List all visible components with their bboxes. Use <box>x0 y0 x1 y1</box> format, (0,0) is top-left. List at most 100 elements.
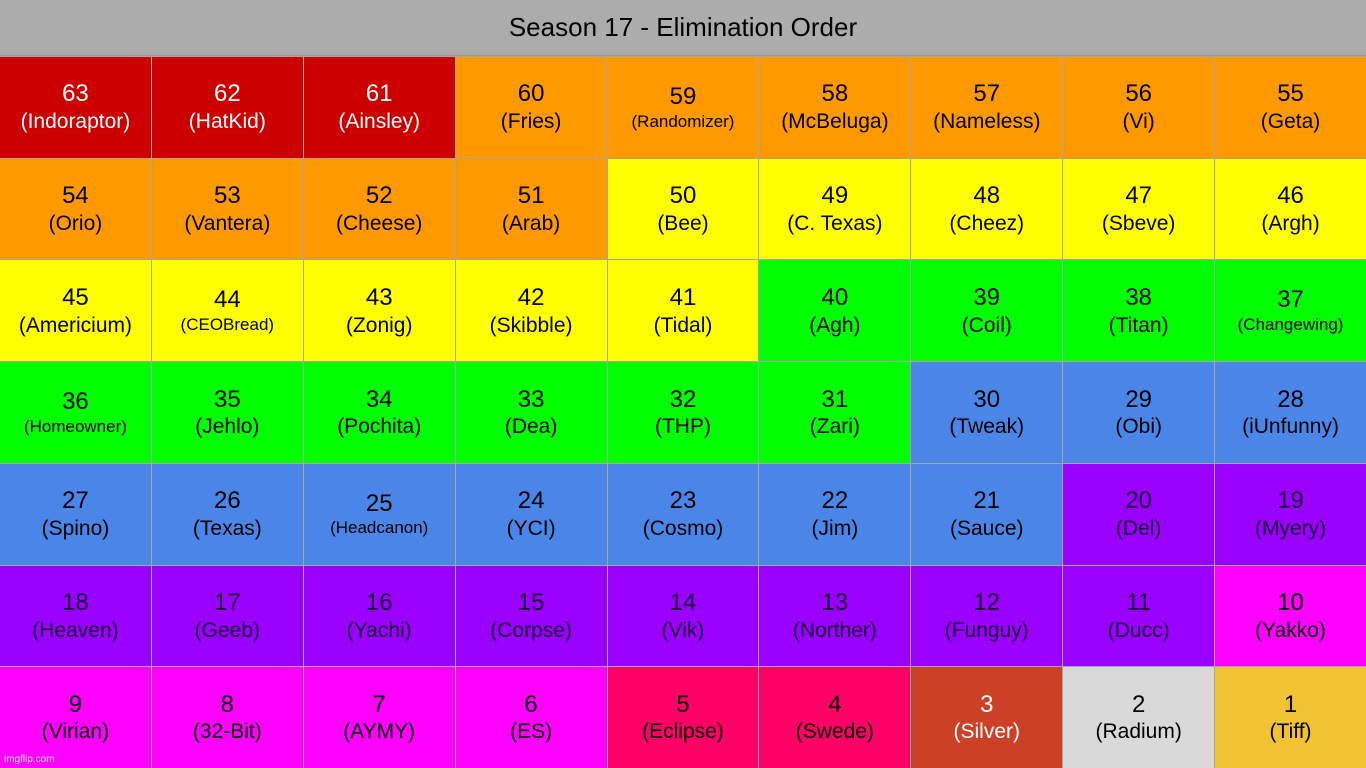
contestant-cell: 35 (Jehlo) <box>151 362 303 463</box>
contestant-name: (Yakko) <box>1255 618 1326 642</box>
contestant-cell: 14 (Vik) <box>607 565 759 667</box>
elimination-rank: 34 <box>365 385 393 413</box>
elimination-rank: 47 <box>1125 182 1153 210</box>
elimination-rank: 11 <box>1126 588 1152 616</box>
contestant-cell: 9 (Virian) <box>0 667 151 768</box>
elimination-rank: 33 <box>517 385 545 413</box>
contestant-cell: 7 (AYMY) <box>303 667 455 768</box>
contestant-name: (Cheez) <box>949 211 1025 235</box>
elimination-rank: 39 <box>973 283 1001 311</box>
contestant-name: (Geeb) <box>194 618 260 642</box>
elimination-rank: 18 <box>62 588 89 616</box>
contestant-name: (Eclipse) <box>642 720 724 744</box>
contestant-cell: 15 (Corpse) <box>455 565 607 667</box>
contestant-name: (Norther) <box>792 618 877 642</box>
contestant-name: (Americium) <box>18 313 133 337</box>
contestant-name: (Texas) <box>192 517 262 540</box>
elimination-rank: 5 <box>676 690 690 718</box>
elimination-rank: 24 <box>517 487 545 515</box>
elimination-rank: 42 <box>517 283 545 311</box>
elimination-rank: 54 <box>62 182 89 210</box>
contestant-cell: 36 (Homeowner) <box>0 362 151 463</box>
contestant-name: (Sauce) <box>950 517 1024 540</box>
contestant-cell: 21 (Sauce) <box>911 463 1063 565</box>
contestant-cell: 2 (Radium) <box>1063 667 1215 768</box>
contestant-cell: 20 (Del) <box>1063 463 1215 565</box>
contestant-name: (Ducc) <box>1107 618 1170 642</box>
elimination-rank: 55 <box>1277 80 1304 108</box>
contestant-cell: 42 (Skibble) <box>455 260 607 362</box>
contestant-name: (Tiff) <box>1269 720 1312 744</box>
contestant-cell: 27 (Spino) <box>0 463 151 565</box>
elimination-rank: 57 <box>973 80 1001 108</box>
contestant-cell: 33 (Dea) <box>455 362 607 463</box>
contestant-cell: 28 (iUnfunny) <box>1215 362 1366 463</box>
contestant-cell: 45 (Americium) <box>0 260 151 362</box>
contestant-name: (Pochita) <box>337 415 422 439</box>
elimination-rank: 26 <box>213 487 241 515</box>
contestant-name: (Funguy) <box>944 618 1029 642</box>
contestant-name: (Agh) <box>809 313 861 337</box>
contestant-cell: 50 (Bee) <box>607 158 759 260</box>
contestant-name: (THP) <box>654 415 711 439</box>
elimination-rank: 35 <box>213 385 241 413</box>
contestant-cell: 11 (Ducc) <box>1063 565 1215 667</box>
contestant-cell: 43 (Zonig) <box>303 260 455 362</box>
elimination-rank: 1 <box>1283 690 1298 718</box>
elimination-rank: 7 <box>372 690 386 718</box>
contestant-name: (Jim) <box>811 517 859 540</box>
contestant-cell: 38 (Titan) <box>1063 260 1215 362</box>
contestant-cell: 16 (Yachi) <box>303 565 455 667</box>
elimination-rank: 37 <box>1277 286 1304 314</box>
contestant-name: (Jehlo) <box>195 415 260 439</box>
elimination-rank: 25 <box>365 489 393 517</box>
elimination-rank: 44 <box>213 286 241 314</box>
contestant-cell: 29 (Obi) <box>1063 362 1215 463</box>
contestant-cell: 59 (Randomizer) <box>607 57 759 158</box>
contestant-name: (Changewing) <box>1237 314 1344 334</box>
contestant-cell: 4 (Swede) <box>759 667 911 768</box>
elimination-rank: 62 <box>213 80 241 108</box>
contestant-cell: 25 (Headcanon) <box>303 463 455 565</box>
contestant-cell: 32 (THP) <box>607 362 759 463</box>
contestant-cell: 39 (Coil) <box>911 260 1063 362</box>
contestant-cell: 40 (Agh) <box>759 260 911 362</box>
elimination-rank: 20 <box>1125 487 1153 515</box>
contestant-name: (Skibble) <box>489 313 573 337</box>
elimination-rank: 8 <box>220 690 234 718</box>
elimination-rank: 31 <box>821 385 849 413</box>
elimination-rank: 6 <box>524 690 538 718</box>
elimination-rank: 17 <box>213 588 241 616</box>
contestant-name: (Arab) <box>501 211 561 235</box>
elimination-rank: 32 <box>669 385 697 413</box>
contestant-name: (Heaven) <box>32 618 119 642</box>
contestant-cell: 48 (Cheez) <box>911 158 1063 260</box>
contestant-cell: 55 (Geta) <box>1215 57 1366 158</box>
contestant-name: (Bee) <box>657 211 709 235</box>
contestant-cell: 22 (Jim) <box>759 463 911 565</box>
contestant-cell: 6 (ES) <box>455 667 607 768</box>
elimination-rank: 28 <box>1277 385 1304 413</box>
elimination-rank: 41 <box>669 283 697 311</box>
contestant-cell: 26 (Texas) <box>151 463 303 565</box>
elimination-rank: 4 <box>828 690 842 718</box>
contestant-cell: 53 (Vantera) <box>151 158 303 260</box>
elimination-rank: 30 <box>973 385 1001 413</box>
contestant-name: (Fries) <box>500 110 562 134</box>
contestant-name: (Titan) <box>1108 313 1169 337</box>
elimination-rank: 46 <box>1277 182 1304 210</box>
elimination-rank: 59 <box>669 82 697 110</box>
elimination-rank: 49 <box>821 182 849 210</box>
contestant-name: (Vi) <box>1122 110 1155 134</box>
contestant-name: (Zari) <box>809 415 860 439</box>
contestant-name: (Spino) <box>41 517 110 540</box>
elimination-rank: 12 <box>973 588 1001 616</box>
contestant-name: (Dea) <box>504 415 558 439</box>
contestant-cell: 49 (C. Texas) <box>759 158 911 260</box>
elimination-rank: 27 <box>62 487 89 515</box>
contestant-cell: 23 (Cosmo) <box>607 463 759 565</box>
contestant-cell: 37 (Changewing) <box>1215 260 1366 362</box>
contestant-cell: 57 (Nameless) <box>911 57 1063 158</box>
contestant-name: (iUnfunny) <box>1242 415 1339 439</box>
